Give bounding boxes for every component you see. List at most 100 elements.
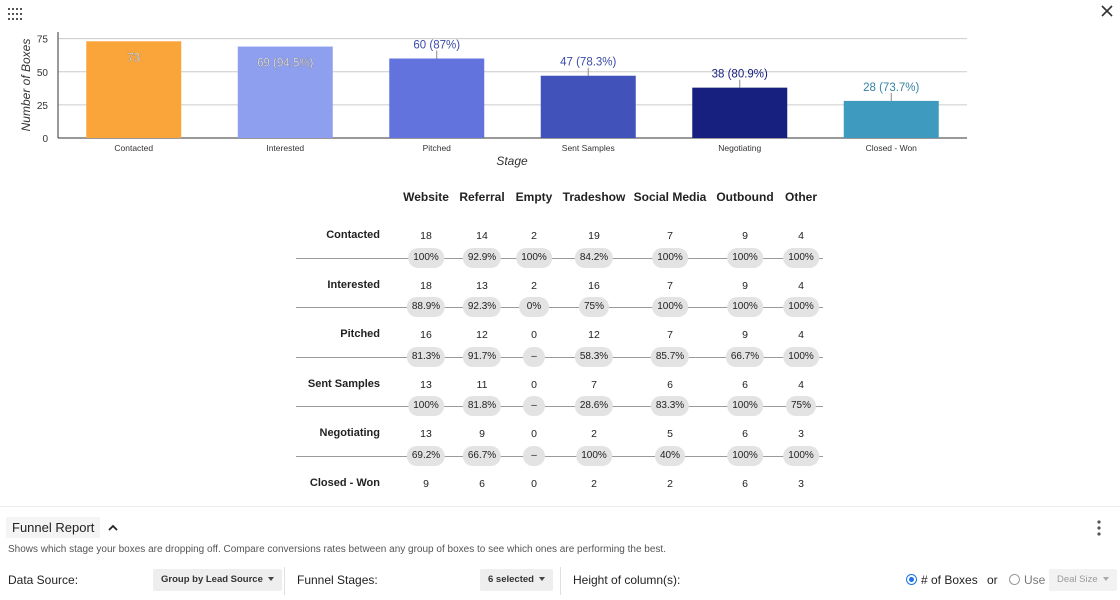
x-axis-title: Stage xyxy=(496,154,528,168)
use-deal-size-radio[interactable] xyxy=(1009,574,1020,585)
y-tick-label: 0 xyxy=(42,134,48,145)
conversion-rate-badge: 100% xyxy=(783,445,819,466)
table-cell: 6 xyxy=(479,478,485,490)
row-label: Negotiating xyxy=(319,427,381,440)
conversion-rate-badge: 100% xyxy=(408,247,444,268)
conversion-rate-badge: 0% xyxy=(519,297,549,318)
table-cell: 7 xyxy=(667,230,673,242)
data-source-select[interactable]: Group by Lead Source xyxy=(153,569,282,591)
data-label: 28 (73.7%) xyxy=(863,82,919,94)
row-separator xyxy=(296,307,823,309)
table-cell: 9 xyxy=(742,279,748,292)
bar xyxy=(237,46,333,139)
data-label: 47 (78.3%) xyxy=(560,57,616,69)
bar xyxy=(540,75,636,138)
row-separator xyxy=(296,257,823,259)
divider xyxy=(560,567,561,595)
apps-grid-icon[interactable] xyxy=(8,8,22,20)
more-vertical-icon[interactable] xyxy=(1094,519,1104,537)
boxes-count-radio[interactable] xyxy=(906,574,917,585)
conversion-rate-badge: 91.7% xyxy=(462,346,502,367)
x-tick-label: Negotiating xyxy=(718,143,761,153)
conversion-rate-badge: 92.9% xyxy=(462,247,502,268)
conversion-rate-badge: 69.2% xyxy=(406,445,446,466)
x-tick-label: Pitched xyxy=(423,143,452,153)
conversion-rate-badge: 100% xyxy=(516,247,552,268)
divider xyxy=(284,567,285,595)
conversion-rate-badge: 58.3% xyxy=(574,346,614,367)
conversion-rate-badge: – xyxy=(523,445,545,466)
table-cell: 0 xyxy=(531,378,537,391)
conversion-rate-badge: – xyxy=(523,396,545,417)
conversion-rate-badge: 84.2% xyxy=(574,247,614,268)
table-cell: 13 xyxy=(420,378,432,391)
bar xyxy=(389,58,485,138)
data-label: 60 (87%) xyxy=(413,40,460,52)
conversion-rate-badge: 100% xyxy=(652,247,688,268)
table-cell: 0 xyxy=(531,478,537,490)
conversion-rate-badge: 100% xyxy=(783,346,819,367)
conversion-rate-badge: 85.7% xyxy=(650,346,690,367)
row-separator xyxy=(296,356,823,358)
table-cell: 4 xyxy=(798,230,804,242)
conversion-rate-badge: 81.8% xyxy=(462,396,502,417)
table-cell: 7 xyxy=(667,329,673,342)
conversion-rate-badge: 100% xyxy=(783,297,819,318)
bar xyxy=(692,87,788,138)
table-cell: 3 xyxy=(798,428,804,441)
column-header: Referral xyxy=(459,190,505,204)
y-tick-label: 75 xyxy=(37,35,49,46)
table-cell: 0 xyxy=(531,329,537,342)
data-source-value: Group by Lead Source xyxy=(161,574,263,585)
table-cell: 16 xyxy=(588,279,600,292)
funnel-stages-label: Funnel Stages: xyxy=(297,573,378,587)
close-icon[interactable] xyxy=(1100,4,1114,18)
conversion-rate-badge: 100% xyxy=(727,445,763,466)
funnel-bar-chart: 0 25 50 75 Contacted 73 Interested 69 (94.5%) Pi… xyxy=(19,32,967,168)
row-separator xyxy=(296,455,823,457)
report-description: Shows which stage your boxes are droppin… xyxy=(8,544,666,555)
x-tick-label: Closed - Won xyxy=(866,143,918,153)
table-cell: 2 xyxy=(591,428,597,441)
row-label: Contacted xyxy=(326,229,380,241)
table-cell: 14 xyxy=(476,230,488,242)
table-cell: 9 xyxy=(479,428,485,441)
column-header: Social Media xyxy=(633,190,707,204)
table-cell: 4 xyxy=(798,279,804,292)
table-cell: 12 xyxy=(476,329,488,342)
deal-size-select[interactable]: Deal Size xyxy=(1049,569,1117,591)
table-cell: 7 xyxy=(667,279,673,292)
table-cell: 6 xyxy=(742,428,748,441)
table-cell: 2 xyxy=(531,279,537,292)
row-label: Pitched xyxy=(340,328,380,341)
table-cell: 7 xyxy=(591,378,597,391)
conversion-rate-badge: 75% xyxy=(578,297,610,318)
y-tick-label: 50 xyxy=(37,68,49,79)
x-tick-label: Sent Samples xyxy=(562,143,615,153)
table-cell: 13 xyxy=(476,279,488,292)
caret-down-icon xyxy=(1102,577,1109,582)
x-tick-label: Contacted xyxy=(114,143,153,153)
table-cell: 13 xyxy=(420,428,432,441)
table-cell: 19 xyxy=(588,230,600,242)
conversion-rate-badge: 83.3% xyxy=(650,396,690,417)
table-cell: 5 xyxy=(667,428,673,441)
conversion-rate-badge: 100% xyxy=(652,297,688,318)
use-radio-label: Use xyxy=(1024,573,1046,587)
column-header: Website xyxy=(403,190,449,204)
bar xyxy=(843,100,939,138)
conversion-rate-badge: 100% xyxy=(408,396,444,417)
table-cell: 2 xyxy=(591,478,597,490)
bar xyxy=(86,41,182,138)
table-cell: 18 xyxy=(420,279,432,292)
deal-size-value: Deal Size xyxy=(1057,574,1098,585)
table-cell: 6 xyxy=(742,378,748,391)
column-header: Tradeshow xyxy=(562,190,626,204)
chevron-up-icon[interactable] xyxy=(107,522,119,534)
funnel-stages-select[interactable]: 6 selected xyxy=(480,569,553,591)
column-header: Empty xyxy=(515,190,553,204)
table-cell: 4 xyxy=(798,329,804,342)
table-cell: 12 xyxy=(588,329,600,342)
or-label: or xyxy=(987,573,998,587)
